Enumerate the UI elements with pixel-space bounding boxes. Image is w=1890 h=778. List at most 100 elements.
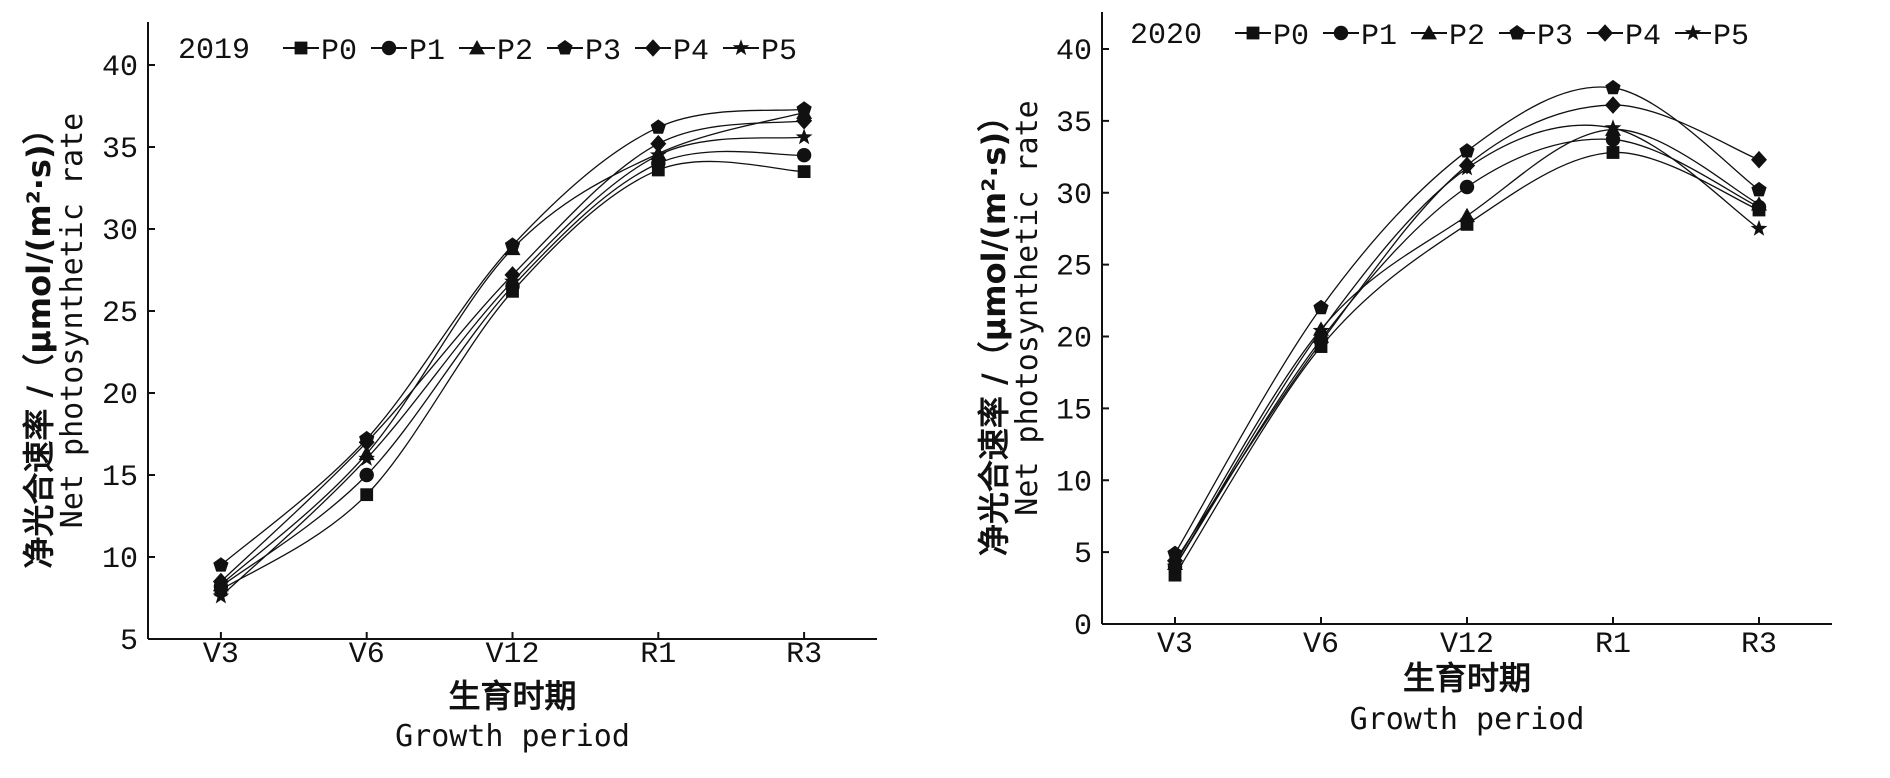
- y-axis-title: Net photosynthetic rate: [1010, 100, 1045, 515]
- series-line-P1: [220, 150, 805, 588]
- data-point-P4: [212, 572, 229, 591]
- data-point-P3: [1605, 79, 1621, 95]
- x-tick-label: V12: [485, 638, 539, 672]
- chart-panel-2020: 0 5 10 15 20 25 30 35 40 V3 V6 V12 R1 R3 生育时期 Growth pe…: [975, 12, 1832, 737]
- data-point-P2: [1751, 196, 1767, 211]
- y-axis-title: Net photosynthetic rate: [55, 113, 90, 528]
- y-tick-label: 40: [1056, 35, 1092, 69]
- series-line-P5: [1174, 124, 1760, 567]
- legend-marker-pentagon: [557, 40, 573, 55]
- y-tick-label: 20: [102, 379, 138, 413]
- y-tick-label: 25: [102, 297, 138, 331]
- legend-marker-circle: [381, 40, 397, 56]
- data-point-P5: [795, 128, 813, 145]
- legend-marker-square: [1246, 26, 1260, 40]
- data-point-P1: [505, 279, 520, 294]
- x-axis-title: Growth period: [1350, 702, 1585, 737]
- y-tick-label: 35: [102, 133, 138, 167]
- y-tick-label: 15: [102, 461, 138, 495]
- y-axis-title-cn: 净光合速率 /（μmol/(m²·s)）: [20, 112, 58, 568]
- legend-marker-star: [1684, 24, 1702, 41]
- data-point-P4: [796, 111, 813, 130]
- legend-label: P1: [409, 35, 445, 69]
- data-point-P5: [212, 587, 230, 604]
- series-line-P1: [1174, 138, 1760, 567]
- data-point-P1: [796, 148, 812, 163]
- data-point-P5: [1166, 557, 1184, 574]
- legend-label: P2: [1449, 20, 1485, 54]
- legend-label: P0: [321, 35, 357, 69]
- y-tick-label: 20: [1056, 323, 1092, 357]
- legend-marker-triangle: [1421, 25, 1437, 40]
- data-point-P5: [1458, 159, 1476, 176]
- x-tick-label: V12: [1440, 628, 1494, 662]
- y-axis-title-cn: 净光合速率 /（μmol/(m²·s)）: [975, 100, 1013, 556]
- chart-title: 2019: [178, 34, 250, 68]
- data-point-P3: [796, 101, 812, 116]
- data-point-P2: [1459, 207, 1475, 223]
- legend-marker-circle: [1333, 25, 1349, 41]
- y-tick-label: 0: [1074, 610, 1092, 644]
- y-tick-label: 30: [1056, 179, 1092, 213]
- legend-marker-pentagon: [1509, 25, 1525, 40]
- y-tick-label: 35: [1056, 107, 1092, 141]
- series-line-P2: [1174, 128, 1760, 564]
- series-line-P3: [1174, 86, 1760, 554]
- y-tick-label: 15: [1056, 394, 1092, 428]
- y-tick-label: 10: [1056, 466, 1092, 500]
- series-line-P3: [220, 108, 805, 566]
- legend-label: P5: [1713, 20, 1749, 54]
- x-tick-label: V6: [349, 638, 385, 672]
- x-tick-label: R3: [1741, 628, 1777, 662]
- data-point-P5: [1604, 119, 1622, 136]
- data-point-P5: [1312, 321, 1330, 338]
- data-point-P4: [1313, 333, 1329, 352]
- series-line-P4: [220, 120, 805, 583]
- data-point-P5: [1750, 219, 1768, 236]
- chart-title: 2020: [1130, 19, 1202, 53]
- legend-marker-diamond: [1597, 24, 1613, 42]
- data-point-P3: [650, 119, 666, 134]
- data-point-P4: [650, 134, 667, 153]
- data-point-P4: [1605, 96, 1621, 114]
- data-point-P3: [1751, 181, 1767, 197]
- x-tick-label: R3: [786, 638, 822, 672]
- legend-marker-star: [732, 39, 750, 56]
- legend-label: P2: [497, 35, 533, 69]
- series-line-P0: [1174, 151, 1760, 576]
- legend-label: P0: [1273, 20, 1309, 54]
- y-tick-label: 5: [1074, 538, 1092, 572]
- x-axis-title-cn: 生育时期: [448, 677, 576, 715]
- x-axis-title-cn: 生育时期: [1403, 659, 1531, 697]
- chart-panel-2019: 5 10 15 20 25 30 35 40 V3 V6 V12 R1 R3 生育时期 Growth per…: [20, 22, 877, 754]
- legend-marker-triangle: [469, 40, 485, 55]
- x-tick-label: V3: [1157, 628, 1193, 662]
- data-point-P3: [213, 557, 229, 572]
- data-point-P4: [1751, 150, 1767, 169]
- legend-label: P4: [673, 35, 709, 69]
- series-line-P2: [220, 111, 805, 586]
- data-point-P1: [359, 467, 374, 483]
- x-axis-title: Growth period: [395, 719, 630, 754]
- legend-label: P3: [1537, 20, 1573, 54]
- data-point-P3: [1313, 299, 1329, 315]
- data-point-P3: [1459, 143, 1475, 158]
- x-tick-label: V3: [203, 638, 239, 672]
- data-point-P1: [1605, 132, 1621, 147]
- data-point-P1: [1459, 179, 1475, 195]
- data-point-P0: [1606, 146, 1620, 159]
- x-tick-label: V6: [1303, 628, 1339, 662]
- data-point-P5: [649, 146, 667, 163]
- data-point-P0: [360, 488, 374, 502]
- legend-label: P4: [1625, 20, 1661, 54]
- y-tick-label: 30: [102, 215, 138, 249]
- y-tick-label: 10: [102, 543, 138, 577]
- legend-label: P3: [585, 35, 621, 69]
- y-tick-label: 25: [1056, 251, 1092, 285]
- y-tick-label: 5: [120, 625, 138, 659]
- x-tick-label: R1: [640, 638, 676, 672]
- data-point-P5: [504, 272, 521, 289]
- data-point-P5: [358, 449, 376, 466]
- series-line-P5: [220, 136, 805, 597]
